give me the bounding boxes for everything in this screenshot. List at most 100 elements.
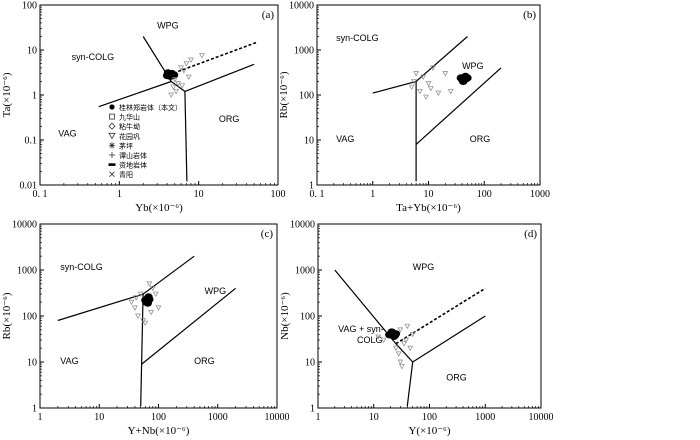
panel-label: (b) xyxy=(523,9,536,21)
y-tick-label: 1000 xyxy=(295,266,315,277)
data-point-open xyxy=(403,337,409,343)
legend-label: 九华山 xyxy=(119,113,140,122)
data-point-open xyxy=(183,61,190,67)
boundary-line xyxy=(140,294,144,407)
data-point-open xyxy=(155,305,162,311)
legend-label: 粘牛坳 xyxy=(119,122,140,131)
boundary-line xyxy=(406,361,414,407)
data-point-open xyxy=(132,305,138,311)
data-point-open xyxy=(179,83,186,89)
x-tick-label: 10000 xyxy=(529,412,554,423)
data-point-open xyxy=(171,77,178,83)
data-point-open xyxy=(137,291,144,297)
data-point-filled xyxy=(143,299,153,307)
legend-marker-filled xyxy=(109,104,115,110)
data-point-open xyxy=(135,313,141,319)
panel-label: (d) xyxy=(524,228,537,240)
boundary-line xyxy=(184,63,255,92)
data-point-open xyxy=(409,331,416,338)
field-label: WPG xyxy=(413,262,435,272)
field-label: WPG xyxy=(157,21,179,31)
field-label: COLG xyxy=(357,335,383,345)
y-tick-label: 100 xyxy=(299,91,314,102)
x-axis-title: Y(×10⁻⁶) xyxy=(408,425,450,437)
legend-label: 资地岩体 xyxy=(119,161,147,170)
x-tick-label: 1000 xyxy=(208,412,228,423)
legend-marker-star xyxy=(109,142,115,149)
y-tick-label: 10 xyxy=(304,136,314,147)
data-point-open xyxy=(399,364,405,370)
data-point-open xyxy=(397,359,404,365)
dashed-boundary-line xyxy=(395,287,486,345)
panel-label: (a) xyxy=(262,9,275,21)
data-point-open xyxy=(375,334,382,340)
y-axis-title: Nb(×10⁻⁶) xyxy=(279,292,291,340)
field-label: syn-COLG xyxy=(336,33,379,43)
data-point-open xyxy=(180,68,187,74)
data-point-open xyxy=(427,86,434,92)
y-tick-label: 1 xyxy=(310,404,315,415)
x-tick-label: 0. 1 xyxy=(310,189,325,200)
panel-c: 1 10 100 1000 10000 1 10 100 1000 10000 Y+Nb(×10⁻⁶… xyxy=(1,220,290,438)
data-point-open xyxy=(447,89,454,95)
panel-d: 1 10 100 1000 10000 1 10 100 1000 10000 Y(×10⁻⁶) Nb… xyxy=(279,220,554,438)
y-tick-label: 10000 xyxy=(12,220,37,231)
data-point-filled xyxy=(385,331,394,339)
x-axis-title: Y+Nb(×10⁻⁶) xyxy=(128,425,190,437)
x-tick-label: 1000 xyxy=(475,412,495,423)
y-tick-label: 1 xyxy=(32,91,37,102)
x-tick-label: 100 xyxy=(422,412,437,423)
x-tick-label: 1 xyxy=(38,412,43,423)
data-point-open xyxy=(407,345,414,352)
legend-label: 花园巩 xyxy=(119,132,140,141)
y-tick-label: 1 xyxy=(32,404,37,415)
x-axis-title: Ta+Yb(×10⁻⁶) xyxy=(396,202,461,214)
y-tick-label: 1 xyxy=(309,181,314,192)
field-label: WPG xyxy=(205,286,227,296)
field-label: ORG xyxy=(470,134,491,144)
data-point-open xyxy=(142,320,149,327)
data-point-filled xyxy=(391,330,401,338)
data-point-open xyxy=(397,327,404,333)
boundary-line xyxy=(184,91,188,182)
data-point-open xyxy=(128,299,135,306)
x-tick-label: 100 xyxy=(151,412,166,423)
legend-marker-cross xyxy=(109,171,115,177)
data-point-open xyxy=(408,84,415,91)
legend-marker-plus xyxy=(109,152,115,158)
data-point-open xyxy=(411,79,417,85)
y-axis-title: Ta(×10⁻⁶) xyxy=(1,72,13,117)
x-tick-label: 1 xyxy=(117,189,122,200)
data-point-open xyxy=(170,84,177,91)
legend-marker-square xyxy=(109,113,115,120)
data-point-open xyxy=(393,345,399,352)
data-point-open xyxy=(140,318,147,324)
x-tick-label: 10 xyxy=(194,189,204,200)
x-tick-label: 10000 xyxy=(265,412,290,423)
y-tick-label: 100 xyxy=(300,312,315,323)
x-tick-label: 10 xyxy=(369,412,379,423)
y-tick-label: 10000 xyxy=(289,1,314,12)
x-tick-label: 10 xyxy=(424,189,434,200)
x-tick-label: 0. 1 xyxy=(33,189,48,200)
data-point-open xyxy=(185,74,192,81)
y-tick-label: 1000 xyxy=(17,266,37,277)
y-axis-title: Rb(×10⁻⁶) xyxy=(1,292,13,339)
y-tick-label: 0.01 xyxy=(20,181,38,192)
data-point-open xyxy=(420,74,426,81)
y-tick-label: 10 xyxy=(305,358,315,369)
field-label: VAG xyxy=(60,356,78,366)
data-point-open xyxy=(168,92,175,98)
boundary-line xyxy=(141,287,236,365)
field-label: ORG xyxy=(194,356,215,366)
field-label: syn-COLG xyxy=(60,262,103,272)
y-axis-title: Rb(×10⁻⁶) xyxy=(278,71,290,118)
boundary-line xyxy=(412,315,486,363)
legend-label: 青阳 xyxy=(119,170,133,179)
data-point-open xyxy=(401,341,407,347)
x-tick-label: 100 xyxy=(271,189,286,200)
y-tick-label: 10 xyxy=(27,358,37,369)
panel-a: 0. 1 1 10 100 0.01 0.1 1 10 100 Yb(×10⁻⁶) Ta(×10⁻⁶… xyxy=(1,1,286,215)
